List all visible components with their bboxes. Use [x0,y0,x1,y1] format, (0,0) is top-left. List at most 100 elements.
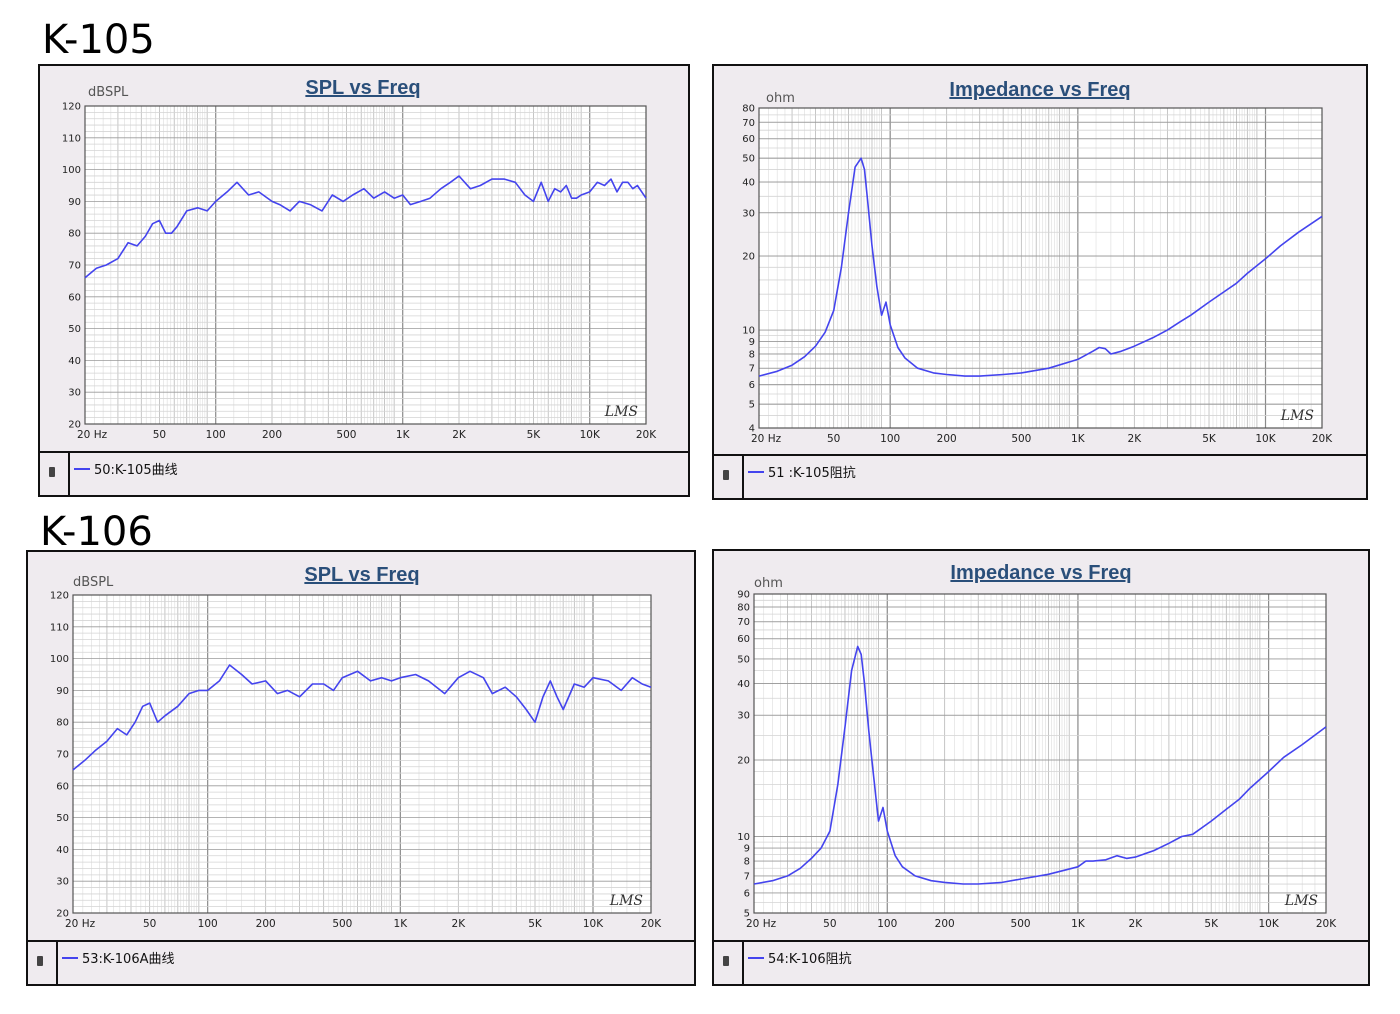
model-title-k106: K-106 [40,509,153,555]
grid [758,107,1323,429]
x-tick-label: 100 [877,918,897,930]
legend-swatch [62,956,78,959]
legend-swatch [748,470,764,473]
y-tick-label: 70 [56,750,69,761]
x-tick-label: 2K [1129,918,1144,930]
x-tick-label: 1K [396,429,411,441]
chart-svg: 20 Hz 50 100 200 500 1K 2K 5K 10K 20K 20 30 40 50 60 70… [50,564,662,930]
legend-handle-icon[interactable] [28,942,58,984]
y-axis-label: ohm [754,576,783,591]
y-tick-label: 30 [737,711,750,722]
chart-title: SPL vs Freq [305,77,420,99]
x-tick-label: 1K [394,918,409,930]
plot-area [754,594,1326,913]
y-tick-label: 5 [749,400,755,411]
y-tick-label: 10 [742,326,755,337]
legend-label: 53:K-106A曲线 [82,952,175,967]
y-tick-label: 70 [68,261,81,272]
plot-frame [72,594,652,914]
legend-bar: 53:K-106A曲线 [28,940,694,984]
x-tick-label: 200 [937,433,957,445]
series-line [84,175,647,279]
legend-label: 50:K-105曲线 [94,463,178,478]
y-tick-label: 70 [737,617,750,628]
x-tick-label: 20 Hz [77,429,108,441]
plot-frame [753,593,1327,914]
x-tick-label: 2K [452,429,467,441]
y-tick-label: 110 [62,133,81,144]
x-tick-label: 500 [1011,918,1031,930]
y-tick-label: 4 [749,424,755,435]
legend-item: 54:K-106阻抗 [748,948,852,967]
x-tick-label: 5K [1204,918,1219,930]
legend-swatch [74,467,90,470]
series-line [72,664,652,771]
y-tick-label: 80 [56,718,69,729]
chart-panel-k106-spl: 20 Hz 50 100 200 500 1K 2K 5K 10K 20K 20 30 40 50 60 70… [26,550,696,986]
chart-panel-k105-spl: 20 Hz 50 100 200 500 1K 2K 5K 10K 20K 20 30 40 50 60 70… [38,64,690,497]
y-tick-label: 50 [742,154,755,165]
y-tick-label: 120 [50,591,69,602]
y-tick-label: 80 [68,229,81,240]
y-tick-label: 100 [62,165,81,176]
y-tick-label: 20 [56,909,69,920]
y-tick-label: 40 [742,178,755,189]
y-tick-label: 30 [68,388,81,399]
lms-watermark: LMS [609,893,643,909]
y-tick-label: 5 [744,909,750,920]
x-tick-label: 1K [1071,433,1086,445]
legend-item: 51 :K-105阻抗 [748,462,856,481]
x-tick-label: 5K [527,429,542,441]
legend-bar: 51 :K-105阻抗 [714,454,1366,498]
x-tick-label: 100 [206,429,226,441]
legend-item: 53:K-106A曲线 [62,948,174,967]
y-axis-label: ohm [766,91,795,106]
legend-label: 54:K-106阻抗 [768,952,852,967]
x-tick-label: 200 [256,918,276,930]
x-tick-label: 10K [1255,433,1276,445]
y-tick-label: 60 [742,134,755,145]
legend-label: 51 :K-105阻抗 [768,466,856,481]
legend-swatch [748,956,764,959]
x-tick-label: 50 [827,433,840,445]
lms-watermark: LMS [1280,408,1314,424]
legend-item: 50:K-105曲线 [74,459,178,478]
x-tick-label: 2K [1128,433,1143,445]
y-tick-label: 30 [742,208,755,219]
x-tick-label: 20K [1312,433,1333,445]
x-tick-label: 500 [336,429,356,441]
y-tick-label: 9 [749,337,755,348]
y-tick-label: 60 [56,781,69,792]
lms-watermark: LMS [1284,893,1318,909]
y-tick-label: 8 [744,857,750,868]
y-tick-label: 60 [68,292,81,303]
x-tick-label: 10K [583,918,604,930]
chart-svg: 20 Hz 50 100 200 500 1K 2K 5K 10K 20K 20 30 40 50 60 70… [62,77,657,441]
y-tick-label: 50 [737,654,750,665]
y-tick-label: 8 [749,349,755,360]
chart-title: Impedance vs Freq [950,562,1131,584]
x-tick-label: 1K [1071,918,1086,930]
model-title-k105: K-105 [42,17,155,63]
x-tick-label: 50 [153,429,166,441]
y-tick-label: 20 [737,755,750,766]
x-tick-label: 2K [452,918,467,930]
x-tick-label: 500 [1011,433,1031,445]
x-tick-label: 10K [1258,918,1279,930]
x-tick-label: 5K [528,918,543,930]
x-tick-label: 20 Hz [746,918,777,930]
x-tick-label: 5K [1202,433,1217,445]
plot-area [759,108,1322,428]
y-tick-label: 50 [56,813,69,824]
y-tick-label: 80 [742,104,755,115]
legend-handle-icon[interactable] [714,942,744,984]
legend-handle-icon[interactable] [40,453,70,495]
legend-handle-icon[interactable] [714,456,744,498]
x-tick-label: 10K [580,429,601,441]
legend-bar: 50:K-105曲线 [40,451,688,495]
chart-title: Impedance vs Freq [949,79,1130,101]
x-tick-label: 500 [332,918,352,930]
plot-frame [84,105,647,425]
chart-panel-k106-impedance: 20 Hz 50 100 200 500 1K 2K 5K 10K 20K 5 6 7 8 9 10 20 30 4… [712,549,1370,986]
